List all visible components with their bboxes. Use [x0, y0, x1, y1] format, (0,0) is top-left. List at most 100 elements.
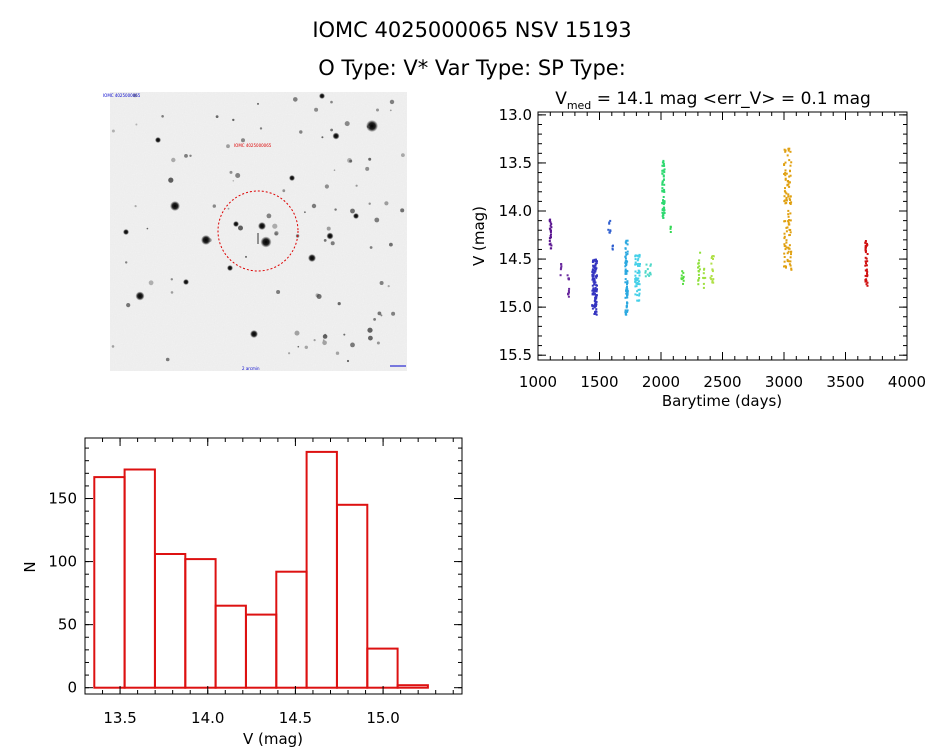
light-curve-point	[595, 290, 598, 293]
light-curve-point	[790, 268, 793, 271]
histogram-bar	[366, 647, 399, 689]
light-curve-point	[608, 221, 611, 224]
light-curve-point	[788, 197, 791, 200]
faint-star	[259, 127, 263, 130]
light-curve-point	[634, 285, 637, 288]
bright-star	[319, 93, 325, 99]
light-curve-point	[624, 296, 627, 299]
light-curve-point	[593, 277, 595, 280]
light-curve-point	[591, 271, 594, 274]
bright-star	[326, 232, 334, 240]
light-curve-title-v: V	[555, 89, 567, 109]
light-curve-point	[783, 232, 786, 235]
bright-star	[155, 137, 161, 143]
light-curve-point	[788, 263, 791, 266]
light-curve-point	[594, 268, 597, 271]
light-curve-point	[783, 252, 786, 255]
light-curve-point	[593, 283, 596, 286]
light-curve-xlabel: Barytime (days)	[662, 392, 782, 410]
light-curve-point	[784, 202, 787, 205]
faint-star	[335, 351, 340, 355]
light-curve-point	[594, 303, 596, 306]
light-curve-point	[866, 281, 869, 284]
light-curve-point	[787, 220, 790, 223]
light-curve-point	[787, 209, 790, 212]
light-curve-point	[712, 281, 715, 284]
light-curve-point	[661, 172, 664, 175]
light-curve-point	[591, 278, 594, 281]
light-curve-point	[669, 227, 672, 230]
light-curve-point	[787, 215, 790, 218]
light-curve-point	[624, 271, 627, 274]
faint-star	[241, 138, 245, 143]
light-curve-point	[788, 260, 791, 263]
light-curve-point	[865, 283, 868, 286]
light-curve-point	[594, 312, 597, 315]
faint-star	[276, 290, 281, 294]
light-curve-point	[784, 187, 786, 190]
bright-star	[353, 213, 359, 219]
light-curve-point	[593, 306, 596, 309]
light-curve-point	[786, 258, 789, 261]
light-curve-point	[669, 231, 672, 233]
faint-star	[161, 115, 164, 118]
light-curve-point	[636, 254, 638, 257]
light-curve-point	[626, 281, 629, 284]
light-curve-point	[788, 223, 791, 226]
light-curve-point	[864, 274, 867, 277]
light-curve-point	[783, 243, 786, 246]
light-curve-point	[594, 281, 597, 284]
light-curve-point	[625, 292, 628, 295]
light-curve-point	[785, 196, 788, 199]
light-curve-point	[634, 261, 637, 264]
bright-star	[123, 229, 129, 235]
light-curve-point	[662, 163, 665, 165]
faint-star	[126, 303, 131, 308]
light-curve-point	[626, 239, 629, 242]
light-curve-point	[783, 195, 786, 198]
light-curve-point	[662, 196, 665, 198]
light-curve-xtick-label: 3500	[826, 373, 864, 391]
faint-star	[294, 330, 300, 336]
faint-star	[334, 208, 337, 211]
light-curve-point	[783, 265, 785, 268]
light-curve-point	[626, 270, 629, 273]
light-curve-point	[783, 256, 786, 258]
light-curve-point	[568, 287, 571, 290]
light-curve-point	[638, 283, 641, 286]
faint-star	[170, 278, 173, 281]
light-curve-point	[785, 172, 788, 175]
faint-star	[368, 202, 371, 205]
light-curve-point	[711, 279, 714, 282]
light-curve-point	[789, 199, 792, 201]
light-curve-point	[591, 269, 594, 272]
faint-star	[376, 108, 379, 112]
light-curve-point	[662, 201, 665, 204]
light-curve-point	[626, 285, 628, 288]
histogram-bar	[184, 558, 217, 689]
light-curve-point	[864, 264, 867, 267]
light-curve-point	[785, 192, 788, 195]
faint-star	[389, 99, 395, 105]
light-curve-point	[549, 221, 552, 224]
faint-star	[314, 107, 319, 112]
light-curve-point	[784, 245, 787, 248]
light-curve-point	[661, 180, 664, 183]
light-curve-point	[865, 279, 868, 282]
histogram-xtick-label: 13.5	[103, 709, 136, 727]
histogram-bar	[154, 553, 187, 689]
light-curve-point	[789, 170, 791, 173]
light-curve-point	[789, 150, 792, 153]
light-curve-point	[784, 169, 787, 172]
faint-star	[227, 207, 230, 210]
light-curve-point	[663, 191, 666, 193]
light-curve-point	[789, 164, 792, 167]
light-curve-frame	[537, 111, 908, 361]
light-curve-point	[864, 256, 867, 259]
light-curve-point	[789, 231, 792, 234]
light-curve-point	[789, 256, 792, 259]
light-curve-point	[703, 268, 705, 271]
faint-star	[347, 158, 352, 163]
light-curve-point	[548, 243, 551, 246]
